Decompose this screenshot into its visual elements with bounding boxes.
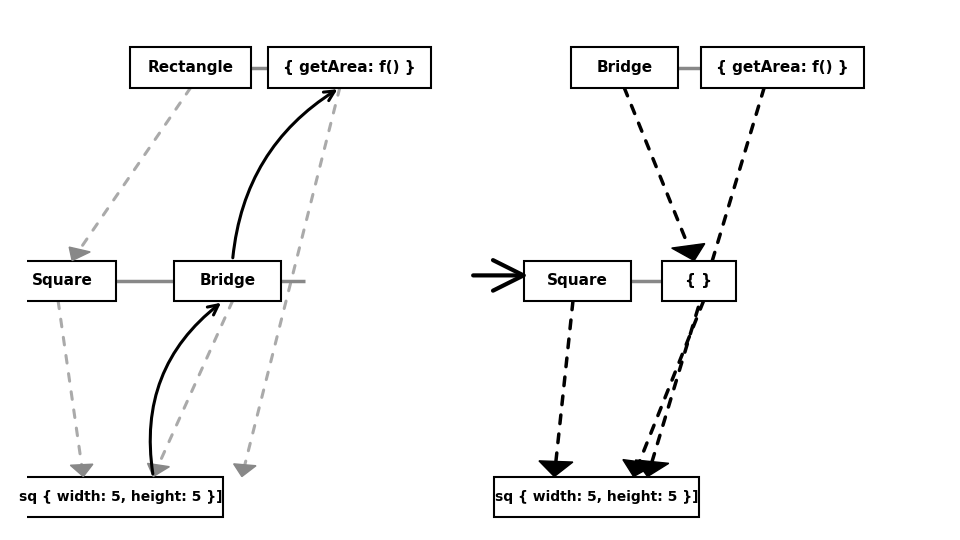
Polygon shape bbox=[672, 244, 705, 261]
Polygon shape bbox=[636, 460, 669, 477]
Polygon shape bbox=[148, 463, 169, 477]
FancyBboxPatch shape bbox=[10, 261, 116, 301]
Text: Bridge: Bridge bbox=[200, 273, 256, 288]
FancyBboxPatch shape bbox=[18, 477, 224, 517]
FancyBboxPatch shape bbox=[268, 47, 431, 87]
FancyBboxPatch shape bbox=[493, 477, 699, 517]
Polygon shape bbox=[70, 464, 93, 477]
FancyBboxPatch shape bbox=[661, 261, 736, 301]
Text: Square: Square bbox=[33, 273, 93, 288]
Text: { }: { } bbox=[685, 273, 712, 288]
Polygon shape bbox=[233, 464, 256, 477]
Text: sq { width: 5, height: 5 }]: sq { width: 5, height: 5 }] bbox=[19, 490, 223, 504]
FancyBboxPatch shape bbox=[570, 47, 678, 87]
Text: { getArea: f() }: { getArea: f() } bbox=[716, 60, 849, 75]
FancyArrowPatch shape bbox=[233, 91, 334, 258]
Polygon shape bbox=[539, 461, 573, 477]
FancyArrowPatch shape bbox=[150, 305, 218, 474]
Text: Bridge: Bridge bbox=[596, 60, 652, 75]
Text: Rectangle: Rectangle bbox=[148, 60, 233, 75]
Polygon shape bbox=[69, 247, 90, 261]
Polygon shape bbox=[623, 460, 656, 477]
Text: Square: Square bbox=[547, 273, 608, 288]
Text: sq { width: 5, height: 5 }]: sq { width: 5, height: 5 }] bbox=[494, 490, 698, 504]
FancyBboxPatch shape bbox=[524, 261, 632, 301]
FancyBboxPatch shape bbox=[175, 261, 281, 301]
Text: { getArea: f() }: { getArea: f() } bbox=[283, 60, 416, 75]
FancyBboxPatch shape bbox=[130, 47, 252, 87]
FancyBboxPatch shape bbox=[701, 47, 864, 87]
